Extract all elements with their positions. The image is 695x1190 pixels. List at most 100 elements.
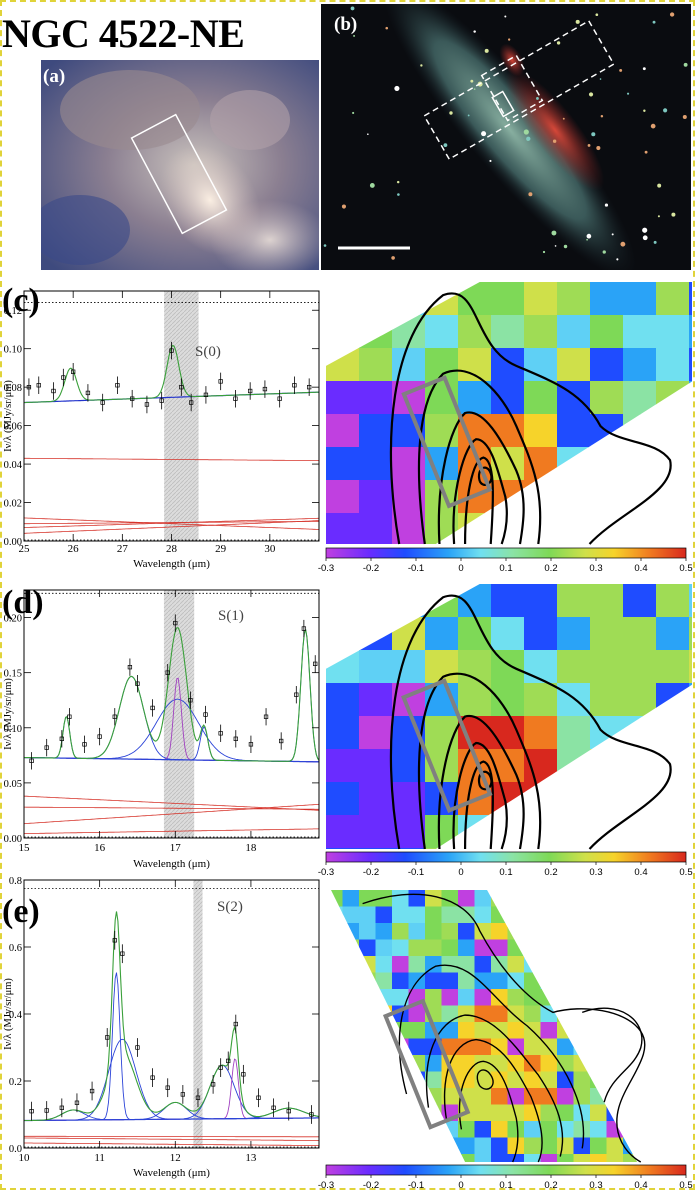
map-pixel [623, 683, 657, 717]
data-point [179, 378, 184, 396]
star [657, 183, 662, 188]
data-point [59, 1098, 64, 1118]
map-pixel [590, 890, 607, 907]
map-pixel [590, 1038, 607, 1056]
map-pixel [491, 1071, 508, 1089]
data-point [218, 724, 223, 742]
excitation-map-3 [331, 890, 695, 1163]
data-point [262, 380, 268, 398]
map-pixel [623, 447, 657, 481]
map-pixel [458, 1055, 475, 1072]
star [671, 212, 676, 217]
data-marker [218, 1065, 223, 1070]
data-marker [85, 390, 91, 396]
map-pixel [392, 906, 409, 924]
x-tick-label: 29 [215, 543, 227, 555]
map-pixel [491, 1121, 508, 1138]
map-pixel [507, 956, 525, 973]
data-point [292, 376, 297, 394]
map-pixel [375, 939, 393, 957]
star [591, 132, 596, 137]
map-pixel [507, 890, 525, 907]
data-marker [29, 1108, 34, 1114]
colorbar-tick-label: -0.3 [318, 1180, 334, 1190]
map-pixel [590, 282, 624, 316]
map-pixel [425, 890, 442, 907]
map-pixel [656, 1055, 673, 1072]
map-pixel [474, 989, 492, 1006]
star [563, 244, 568, 249]
map-pixel [458, 617, 492, 651]
map-pixel [606, 906, 624, 924]
line-band [163, 590, 195, 838]
map-pixel [623, 1137, 638, 1155]
map-pixel [507, 1154, 525, 1162]
map-pixel [689, 650, 692, 684]
map-pixel [590, 1088, 607, 1105]
image-a-label: (a) [43, 66, 66, 87]
map-pixel [590, 1137, 607, 1155]
map-pixel [640, 1088, 657, 1105]
contour-line [463, 456, 494, 545]
data-point [277, 389, 282, 408]
map-pixel [326, 414, 360, 448]
map-pixel [623, 1154, 638, 1162]
map-pixel [326, 513, 360, 544]
map-pixel [359, 579, 393, 613]
data-point [150, 699, 155, 717]
map-pixel [557, 881, 591, 915]
map-pixel [640, 956, 657, 973]
data-point [218, 1058, 223, 1077]
map-pixel [458, 315, 492, 349]
map-pixel [557, 348, 591, 382]
map-pixel [590, 939, 607, 957]
map-pixel [425, 956, 442, 973]
data-point [180, 1085, 185, 1104]
map-pixel [342, 1104, 360, 1122]
map-pixel [656, 1022, 673, 1039]
map-pixel [474, 1154, 492, 1162]
data-marker [180, 1092, 185, 1097]
spectrum-plot-3: 10 11 12 13 0.0 0.2 0.4 0.6 0.8 Wavelength (μm) Iν… [3, 876, 320, 1179]
map-pixel [689, 940, 695, 957]
map-pixel [640, 890, 657, 907]
map-pixel [640, 940, 657, 957]
map-pixel [640, 1072, 657, 1089]
map-pixel [359, 617, 393, 651]
data-point [115, 376, 120, 394]
map-pixel [656, 584, 690, 618]
map-pixel [623, 890, 638, 907]
data-marker [82, 742, 87, 747]
map-pixel [524, 650, 558, 684]
data-marker [292, 383, 297, 388]
map-pixel [392, 1121, 409, 1138]
data-point [82, 735, 87, 753]
data-point [51, 382, 56, 400]
map-pixel [656, 381, 690, 415]
colorbar-3: -0.3 -0.2 -0.1 0 0.1 0.2 0.3 0.4 0.5 [318, 1164, 693, 1190]
map-pixel [392, 923, 409, 940]
map-pixel [474, 956, 492, 973]
map-pixel [408, 1022, 426, 1039]
map-pixel [557, 923, 574, 940]
star [394, 85, 400, 91]
image-b-label: (b) [334, 14, 358, 35]
map-pixel [656, 1105, 673, 1122]
map-pixel [359, 1104, 376, 1122]
map-pixel [491, 1055, 508, 1072]
star [443, 143, 448, 148]
map-pixel [491, 716, 525, 750]
map-pixel [590, 381, 624, 415]
x-tick-label: 28 [166, 543, 178, 555]
data-point [165, 663, 170, 682]
map-pixel [590, 749, 624, 783]
map-pixel [689, 1105, 695, 1122]
map-pixel [689, 617, 692, 651]
map-pixel [557, 282, 591, 316]
map-pixel [491, 749, 525, 783]
x-tick-label: 27 [117, 543, 129, 555]
map-pixel [557, 584, 591, 618]
contour-line [437, 411, 525, 545]
data-marker [210, 1082, 216, 1087]
